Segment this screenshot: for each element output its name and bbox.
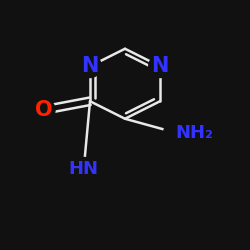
Text: HN: HN [69, 160, 99, 178]
Circle shape [72, 158, 95, 180]
Text: O: O [35, 100, 52, 120]
Text: N: N [151, 56, 169, 76]
Text: NH₂: NH₂ [175, 124, 213, 142]
Text: N: N [81, 56, 99, 76]
Circle shape [32, 99, 55, 121]
Circle shape [149, 55, 171, 78]
Circle shape [79, 55, 101, 78]
Circle shape [164, 121, 186, 144]
